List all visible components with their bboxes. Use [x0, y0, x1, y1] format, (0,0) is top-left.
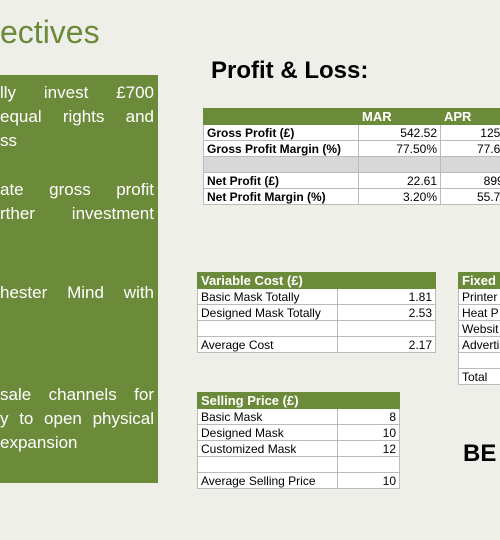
row-label: Gross Profit Margin (%)	[203, 140, 359, 157]
row	[197, 320, 436, 337]
header-row: MAR APR	[203, 108, 500, 125]
empty-cell	[336, 456, 401, 473]
empty-cell	[337, 320, 436, 337]
header-row: Variable Cost (£)	[197, 272, 436, 289]
objective-line: sale channels for	[0, 385, 154, 404]
cell-value: 22.61	[358, 172, 441, 189]
cell-value: 77.60	[440, 140, 500, 157]
row: Gross Profit (£)542.521252	[203, 124, 500, 141]
row-label: Customized Mask	[197, 440, 338, 457]
cell-value: 2.53	[337, 304, 436, 321]
row: Advertis	[458, 336, 500, 353]
empty-cell	[203, 156, 359, 173]
cell-value: 2.17	[337, 336, 436, 353]
row-label: Websit	[458, 320, 500, 337]
slide-title: ectives	[0, 14, 100, 50]
cell-value: 10	[336, 424, 401, 441]
row: Total	[458, 368, 500, 385]
row-label: Basic Mask	[197, 408, 338, 425]
empty-cell	[197, 320, 338, 337]
row: Average Cost 2.17	[197, 336, 436, 353]
empty-cell	[358, 156, 441, 173]
cell-value: 12	[336, 440, 401, 457]
row-label: Heat P	[458, 304, 500, 321]
row-label: Gross Profit (£)	[203, 124, 359, 141]
row: Designed Mask 10	[197, 424, 401, 441]
row	[203, 156, 500, 173]
row: Heat P	[458, 304, 500, 321]
objective-line: y to open physical	[0, 409, 154, 428]
column-header: APR	[440, 108, 500, 125]
row: Net Profit Margin (%)3.20%55.70	[203, 188, 500, 205]
row: Printer	[458, 288, 500, 305]
row	[197, 456, 401, 473]
objective-line: equal rights and	[0, 107, 154, 126]
objectives-box: lly invest £700 equal rights and ss ate gro…	[0, 75, 158, 483]
header-row: Fixed	[458, 272, 500, 289]
objective-line: ss	[0, 131, 17, 150]
row-label: Printer	[458, 288, 500, 305]
row-label: Designed Mask	[197, 424, 338, 441]
row-label: Net Profit Margin (%)	[203, 188, 359, 205]
objective-line: ate gross profit	[0, 180, 154, 199]
row-label: Average Cost	[197, 336, 338, 353]
cell-value: 10	[336, 472, 401, 489]
objective-line: hester Mind with	[0, 283, 154, 302]
break-even-label: BE	[463, 440, 497, 467]
objective-line: rther investment	[0, 204, 154, 223]
row: Average Selling Price 10	[197, 472, 401, 489]
column-header: MAR	[358, 108, 441, 125]
row-label: Basic Mask Totally	[197, 288, 338, 305]
table-title: Fixed	[458, 272, 500, 289]
row: Designed Mask Totally 2.53	[197, 304, 436, 321]
cell-value: 1252	[440, 124, 500, 141]
table: Variable Cost (£) Basic Mask Totally 1.81 D…	[197, 272, 436, 353]
row-label: Designed Mask Totally	[197, 304, 338, 321]
empty-cell	[440, 156, 500, 173]
cell-value: 1.81	[337, 288, 436, 305]
row: Websit	[458, 320, 500, 337]
cell-value: 3.20%	[358, 188, 441, 205]
row-label: Advertis	[458, 336, 500, 353]
header-cell	[203, 108, 359, 125]
row: Gross Profit Margin (%)77.50%77.60	[203, 140, 500, 157]
row-label: Net Profit (£)	[203, 172, 359, 189]
objective-line: lly invest £700	[0, 83, 154, 102]
empty-cell	[458, 352, 500, 369]
row: Net Profit (£)22.61899.	[203, 172, 500, 189]
cell-value: 899.	[440, 172, 500, 189]
cell-value: 8	[336, 408, 401, 425]
header-row: Selling Price (£)	[196, 392, 401, 409]
row: Basic Mask 8	[197, 408, 401, 425]
table-title: Selling Price (£)	[196, 392, 401, 409]
table: Selling Price (£) Basic Mask 8 Designed Mas…	[196, 392, 401, 489]
cell-value: 542.52	[358, 124, 441, 141]
section-title: Profit & Loss:	[211, 57, 369, 84]
row: Customized Mask 12	[197, 440, 401, 457]
cell-value: 55.70	[440, 188, 500, 205]
table-title: Variable Cost (£)	[197, 272, 436, 289]
row	[458, 352, 500, 369]
cell-value: 77.50%	[358, 140, 441, 157]
objective-line: expansion	[0, 433, 78, 452]
row: Basic Mask Totally 1.81	[197, 288, 436, 305]
empty-cell	[197, 456, 338, 473]
row-label: Total	[458, 368, 500, 385]
row-label: Average Selling Price	[197, 472, 338, 489]
